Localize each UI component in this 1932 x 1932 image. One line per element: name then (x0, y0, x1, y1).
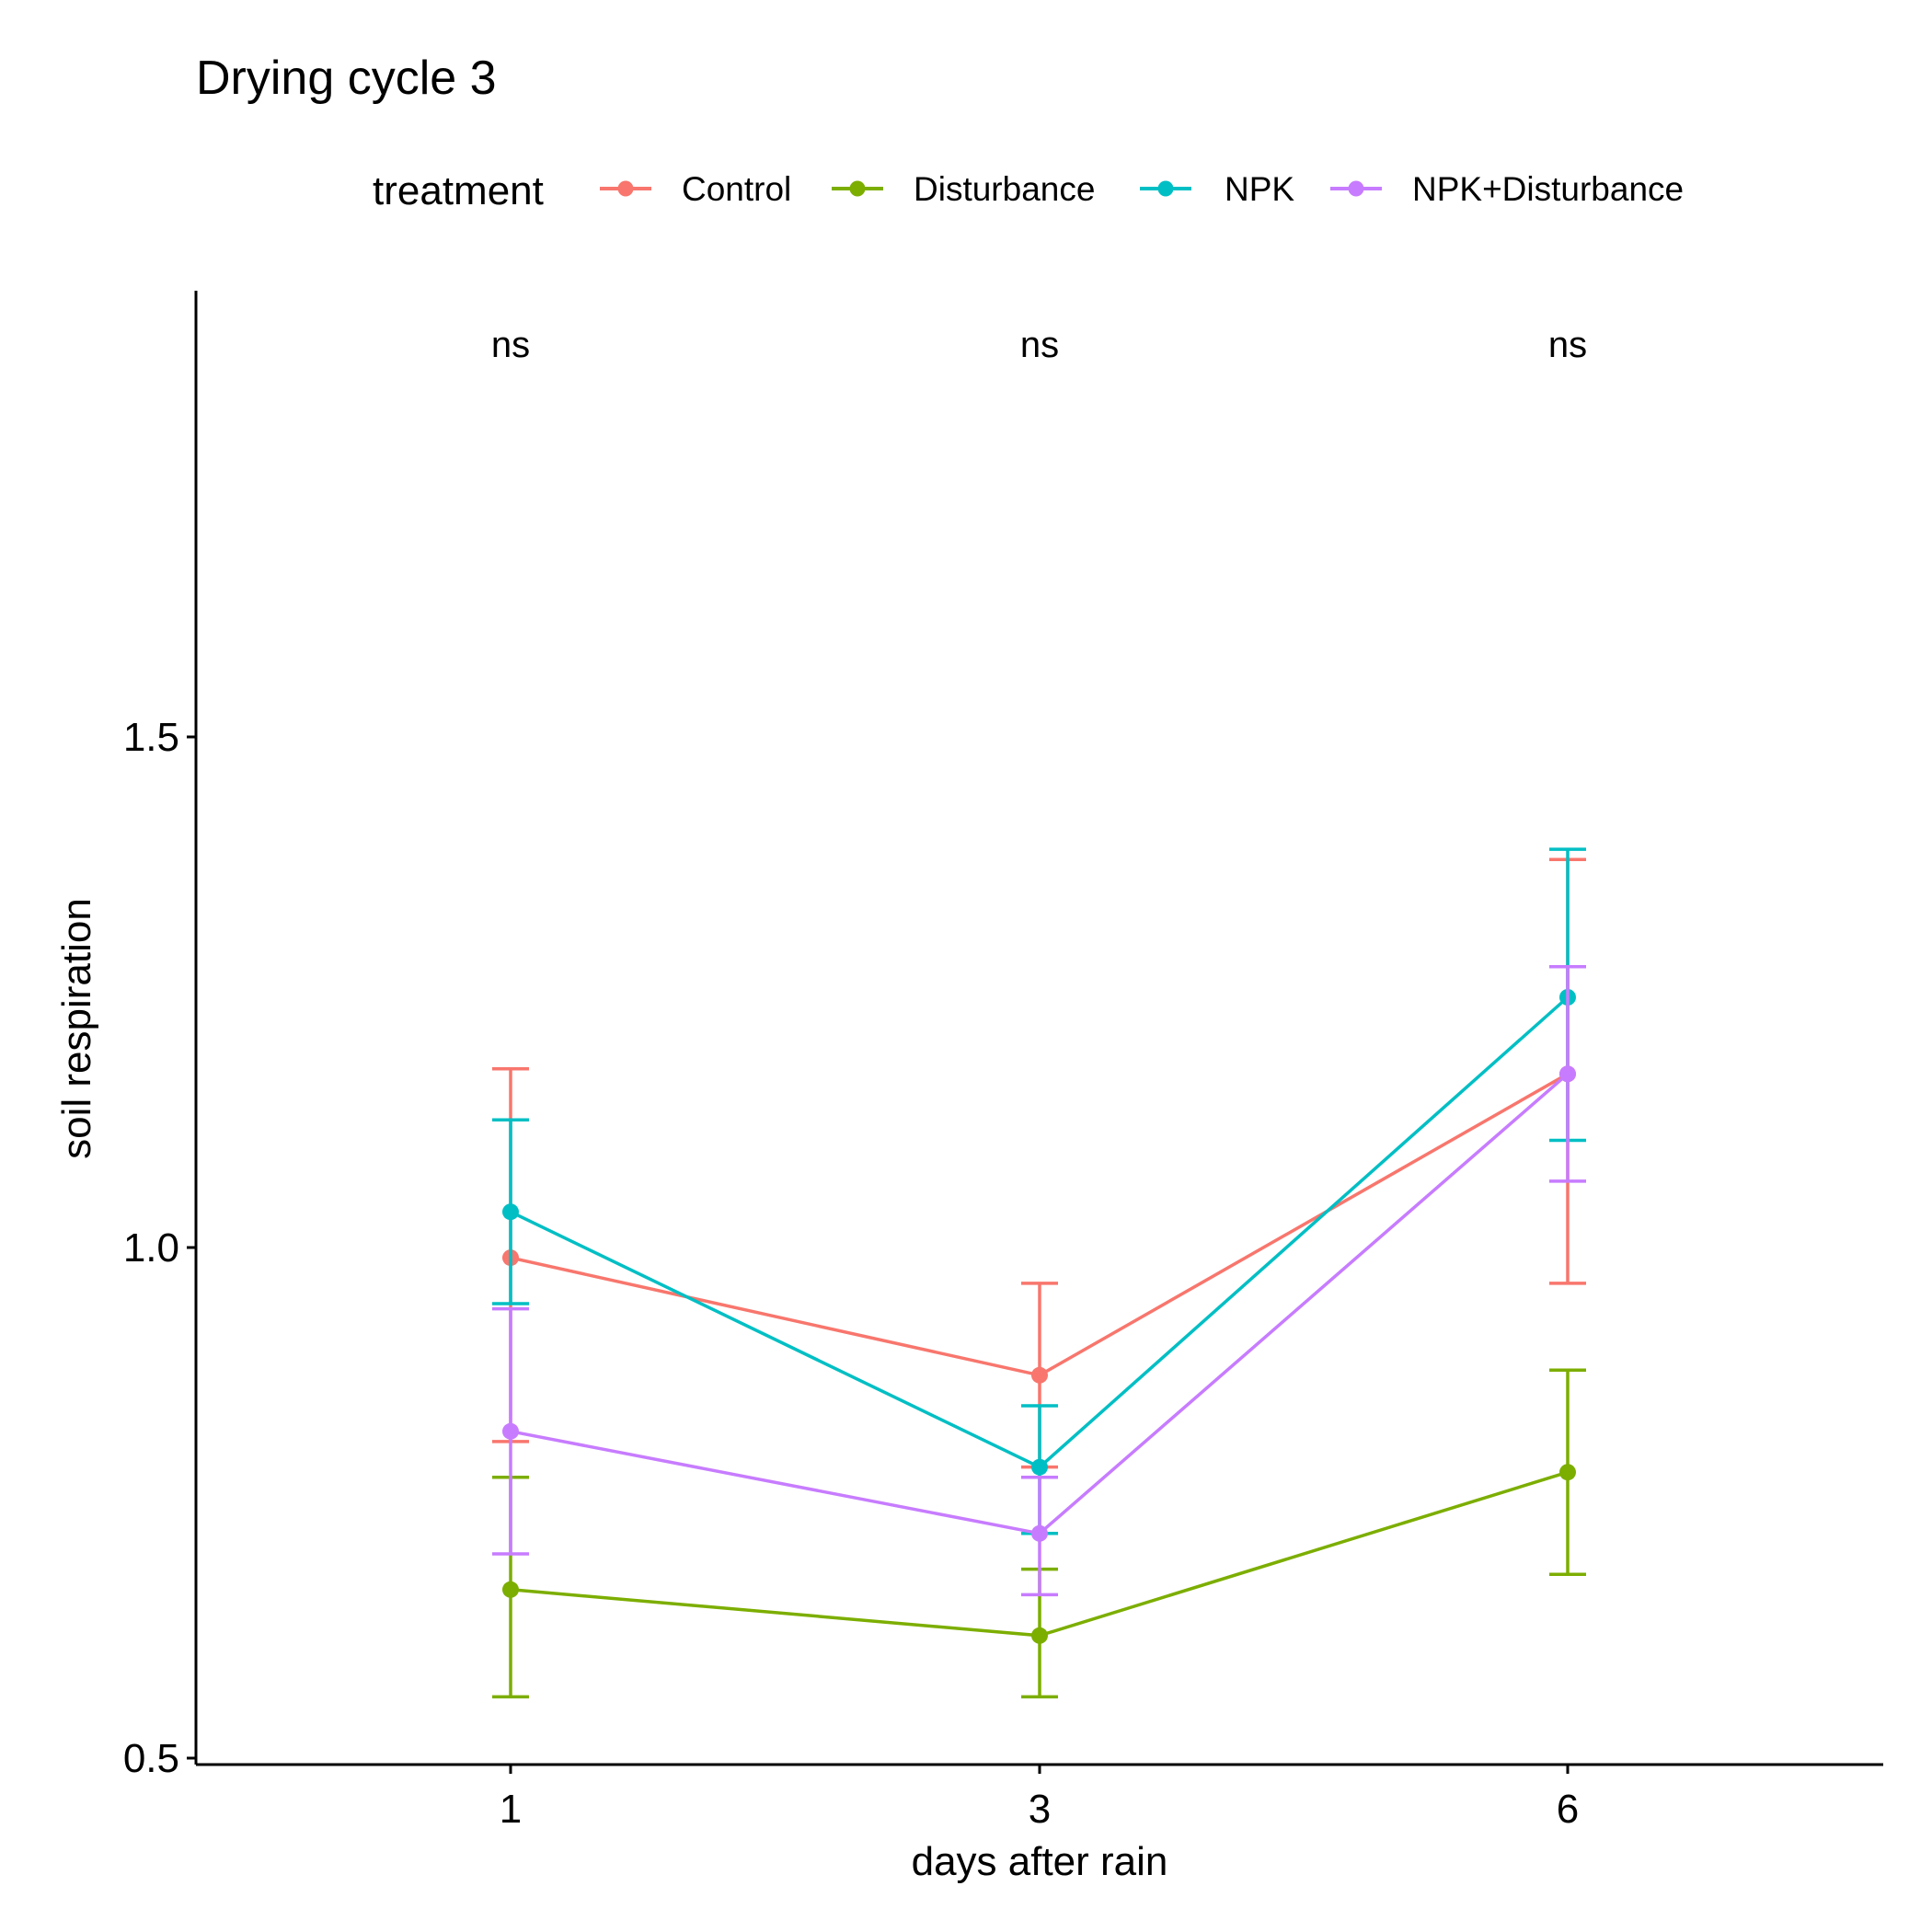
legend-item: NPK+Disturbance (1330, 170, 1684, 208)
significance-label: ns (491, 325, 530, 365)
series (492, 965, 1586, 1597)
data-point (1031, 1366, 1048, 1384)
legend-key-point (849, 180, 866, 197)
series (492, 857, 1586, 1469)
legend-title: treatment (373, 168, 544, 213)
x-axis-title: days after rain (912, 1839, 1168, 1884)
series (492, 847, 1586, 1535)
significance-label: ns (1020, 325, 1059, 365)
data-point (502, 1422, 519, 1440)
data-point (1559, 1065, 1576, 1083)
legend-key-point (1348, 180, 1364, 197)
legend-key-point (617, 180, 634, 197)
x-tick-label: 3 (1029, 1787, 1051, 1832)
data-point (1031, 1458, 1048, 1476)
data-point (502, 1203, 519, 1221)
y-tick-label: 1.0 (123, 1225, 179, 1271)
legend-item: NPK (1140, 170, 1294, 208)
legend-label: Disturbance (914, 170, 1095, 208)
legend-label: NPK+Disturbance (1412, 170, 1684, 208)
data-point (1031, 1524, 1048, 1542)
x-tick-label: 6 (1557, 1787, 1579, 1832)
legend-label: NPK (1225, 170, 1294, 208)
data-point (1559, 1464, 1576, 1481)
plot-area: ns ns ns 0.5 1.0 1.5 1 3 6 (123, 291, 1883, 1832)
legend-key-point (1157, 180, 1174, 197)
significance-label: ns (1548, 325, 1587, 365)
y-axis-title: soil respiration (54, 898, 99, 1159)
legend-label: Control (682, 170, 791, 208)
data-point (502, 1581, 519, 1598)
y-tick-label: 0.5 (123, 1736, 179, 1781)
legend-item: Disturbance (832, 170, 1095, 208)
y-tick-label: 1.5 (123, 715, 179, 760)
legend-item: Control (600, 170, 791, 208)
data-point (1031, 1627, 1048, 1644)
chart-title: Drying cycle 3 (196, 52, 497, 105)
x-tick-label: 1 (500, 1787, 522, 1832)
legend: treatment Control Disturbance NPK NPK+Distu… (373, 168, 1684, 213)
